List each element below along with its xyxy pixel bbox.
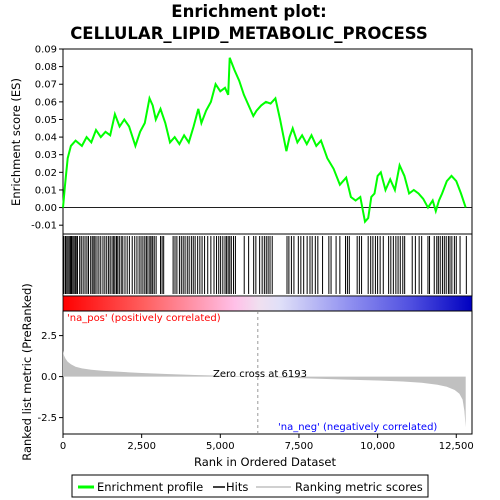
es-y-axis: -0.01 0.00 0.01 0.02 0.03 0.04 0.05 0.06 0.07 0.0… xyxy=(31,45,63,232)
es-y-tick-label: 0.09 xyxy=(35,45,57,56)
es-panel-frame xyxy=(62,48,473,235)
hit-lines xyxy=(63,236,467,294)
metric-panel: -2.5 0.0 2.5 Zero cross at 6193 'na_pos' (… xyxy=(20,283,473,461)
es-y-tick-label: 0.01 xyxy=(35,185,57,196)
legend-box xyxy=(71,474,429,498)
metric-y-tick-label: 0.0 xyxy=(41,372,57,383)
legend-es-label: Enrichment profile xyxy=(97,480,203,494)
es-y-tick-label: 0.08 xyxy=(35,62,57,73)
x-tick-label: 10,000 xyxy=(360,441,395,452)
x-tick-label: 12,500 xyxy=(439,441,474,452)
es-y-tick-label: 0.05 xyxy=(35,115,57,126)
es-profile-line xyxy=(62,57,467,224)
pos-label: 'na_pos' (positively correlated) xyxy=(67,313,221,324)
x-axis: 0 2,500 5,000 7,500 10,000 12,500 xyxy=(60,434,474,452)
legend-metric-label: Ranking metric scores xyxy=(295,480,423,494)
es-y-tick-label: 0.06 xyxy=(35,97,57,108)
chart-title-line1: Enrichment plot: xyxy=(171,2,326,21)
es-y-tick-label: 0.02 xyxy=(35,168,57,179)
legend-hits-label: Hits xyxy=(226,480,248,494)
es-y-tick-label: 0.04 xyxy=(35,133,57,144)
metric-y-tick-label: -2.5 xyxy=(37,413,57,424)
x-tick-label: 7,500 xyxy=(285,441,314,452)
es-y-tick-label: 0.03 xyxy=(35,150,57,161)
metric-y-axis: -2.5 0.0 2.5 xyxy=(37,331,63,424)
legend: Enrichment profile Hits Ranking metric s… xyxy=(71,474,429,498)
x-axis-label: Rank in Ordered Dataset xyxy=(194,455,337,469)
x-tick-label: 0 xyxy=(60,441,66,452)
x-tick-label: 2,500 xyxy=(127,441,156,452)
hits-panel-frame xyxy=(62,233,473,297)
es-y-axis-label: Enrichment score (ES) xyxy=(9,78,23,206)
chart-title-line2: CELLULAR_LIPID_METABOLIC_PROCESS xyxy=(70,24,428,43)
es-y-tick-label: 0.00 xyxy=(35,203,57,214)
es-y-tick-label: 0.07 xyxy=(35,80,57,91)
neg-label: 'na_neg' (negatively correlated) xyxy=(278,422,437,433)
metric-y-axis-label: Ranked list metric (PreRanked) xyxy=(20,283,34,461)
x-tick-label: 5,000 xyxy=(206,441,235,452)
hits-panel xyxy=(62,233,473,297)
zero-cross-label: Zero cross at 6193 xyxy=(213,369,307,380)
metric-y-tick-label: 2.5 xyxy=(41,331,57,342)
es-panel: -0.01 0.00 0.01 0.02 0.03 0.04 0.05 0.06 0.07 0.0… xyxy=(9,45,473,235)
es-y-tick-label: -0.01 xyxy=(31,221,57,232)
rank-color-bar xyxy=(62,295,473,312)
